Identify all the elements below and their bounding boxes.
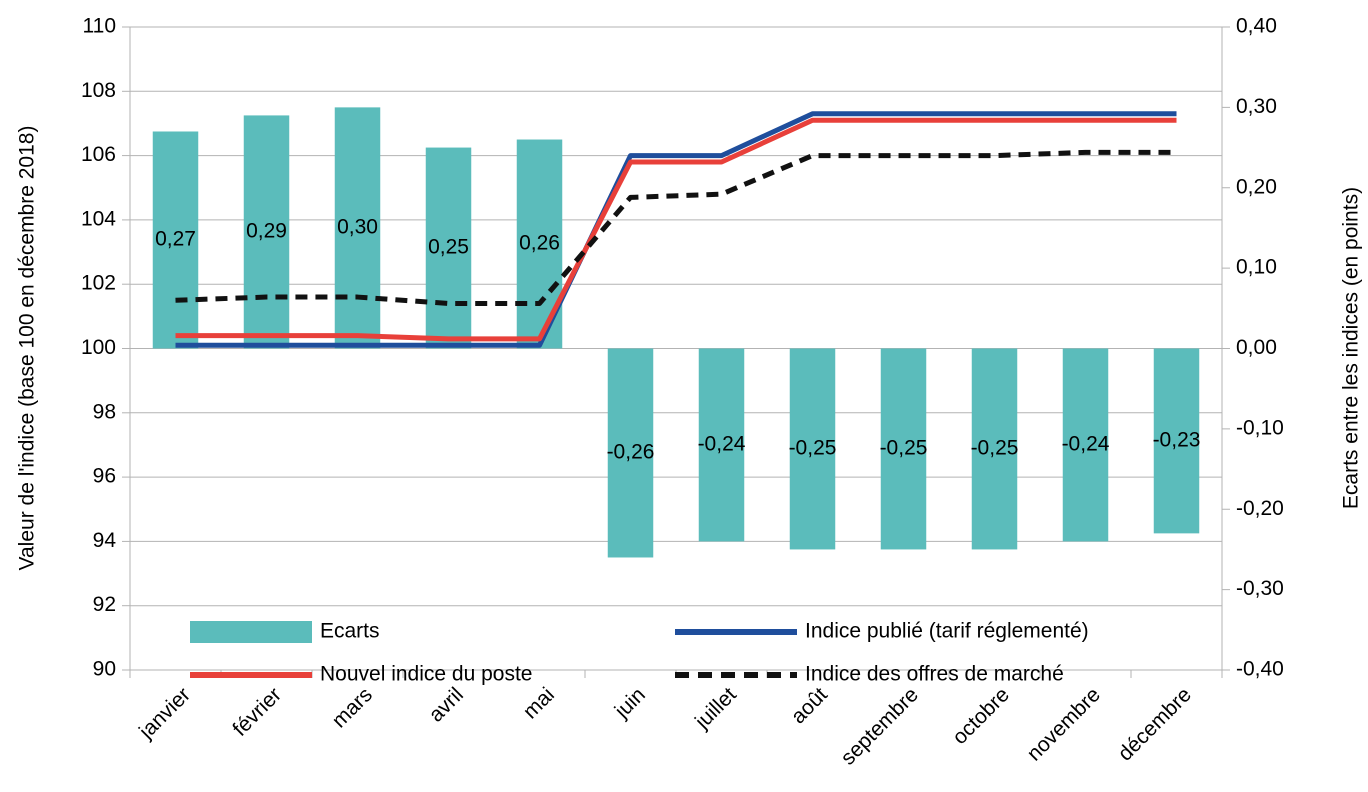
data-label: -0,24 [698,432,746,455]
bar [152,131,199,349]
y-tick-label: 102 [81,272,116,295]
y-tick-label: 104 [81,207,116,230]
y2-tick-label: 0,20 [1236,175,1277,198]
x-tick-label: juin [610,683,650,723]
bar [607,348,654,558]
bar [1153,348,1200,534]
y2-tick-label: -0,10 [1236,416,1284,439]
line [175,111,1177,348]
y-tick-label: 110 [83,15,116,38]
legend-label: Indice publié (tarif réglementé) [805,620,1089,643]
y-tick-label: 100 [81,336,116,359]
y2-axis-title: Ecarts entre les indices (en points) [1340,187,1363,509]
y-tick-label: 94 [93,529,117,552]
data-label: 0,30 [337,215,378,238]
bar [880,348,927,550]
line [175,149,1177,306]
y-axis-title: Valeur de l'indice (base 100 en décembre… [16,126,39,571]
bar [334,107,381,349]
y2-tick-label: -0,30 [1236,577,1284,600]
y-tick-label: 106 [81,143,116,166]
bar [1062,348,1109,542]
y-tick-label: 90 [93,658,116,681]
x-tick-label: septembre [837,683,923,769]
line [175,117,1177,342]
y2-tick-label: 0,40 [1236,15,1277,38]
legend-label: Ecarts [320,620,380,643]
bar [789,348,836,550]
data-label: 0,29 [246,220,287,243]
y-tick-label: 96 [93,465,116,488]
x-tick-label: janvier [134,683,195,744]
bar [698,348,745,542]
data-label: -0,25 [880,437,928,460]
bar [971,348,1018,550]
legend-label: Indice des offres de marché [805,663,1064,686]
y2-tick-label: -0,40 [1236,658,1284,681]
y2-tick-label: -0,20 [1236,497,1284,520]
x-tick-label: décembre [1114,683,1196,765]
y-tick-label: 108 [81,79,116,102]
data-label: -0,24 [1062,432,1110,455]
x-tick-label: avril [424,683,467,726]
data-label: 0,27 [155,228,196,251]
y2-tick-label: 0,00 [1236,336,1277,359]
data-label: -0,25 [789,437,837,460]
bar [425,147,472,349]
x-tick-label: août [787,683,832,728]
data-label: -0,26 [607,441,655,464]
x-tick-label: novembre [1023,683,1105,765]
data-label: 0,25 [428,236,469,259]
x-tick-label: octobre [948,683,1014,749]
data-label: -0,23 [1153,428,1201,451]
x-tick-label: mars [328,683,377,732]
legend-swatch [190,621,312,643]
legend-label: Nouvel indice du poste [320,663,532,686]
y-tick-label: 92 [93,593,116,616]
y2-tick-label: 0,30 [1236,95,1277,118]
x-tick-label: mai [519,683,559,723]
data-label: -0,25 [971,437,1019,460]
data-label: 0,26 [519,232,560,255]
y-tick-label: 98 [93,400,116,423]
x-tick-label: février [228,683,286,741]
bar [243,115,290,349]
y2-tick-label: 0,10 [1236,256,1277,279]
x-tick-label: juillet [690,683,741,734]
